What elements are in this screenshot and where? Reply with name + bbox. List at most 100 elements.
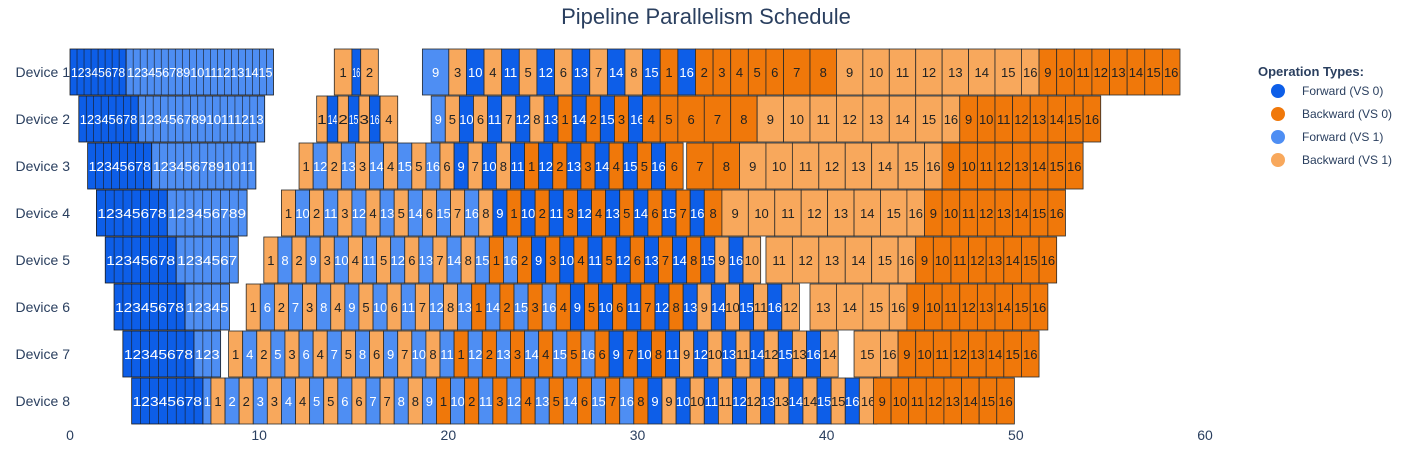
op-B1-13-dev6	[809, 283, 837, 331]
op-label: 1	[528, 159, 535, 174]
op-label: 16	[630, 112, 644, 127]
op-label: 10	[598, 300, 612, 315]
op-label: 11	[324, 206, 338, 221]
op-label: 13	[988, 253, 1002, 268]
op-label: 4	[542, 347, 549, 362]
op-B1-2-dev1	[360, 48, 379, 96]
op-label: 15	[644, 65, 658, 80]
op-label: 11	[944, 300, 958, 315]
legend-label-B1: Backward (VS 1)	[1302, 153, 1392, 167]
op-label: 1	[232, 347, 239, 362]
op-label: 9	[665, 394, 672, 409]
op-label: 9	[432, 65, 439, 80]
op-label: 4	[613, 159, 620, 174]
warmup-label-7-1: 123	[195, 347, 220, 362]
op-label: 6	[598, 347, 605, 362]
op-label: 16	[845, 394, 859, 409]
op-label: 3	[532, 300, 539, 315]
warmup-label-2-1: 12345678910111213	[139, 112, 263, 127]
op-label: 8	[740, 112, 747, 127]
op-label: 9	[310, 253, 317, 268]
op-label: 13	[544, 112, 558, 127]
op-label: 12	[468, 347, 482, 362]
legend-label-F1: Forward (VS 1)	[1302, 130, 1383, 144]
op-label: 11	[719, 394, 733, 409]
warmup-label-4-0: 12345678	[97, 206, 166, 221]
op-label: 11	[911, 394, 925, 409]
op-label: 8	[637, 394, 644, 409]
op-label: 3	[257, 394, 264, 409]
op-label: 13	[567, 159, 581, 174]
op-label: 15	[817, 394, 831, 409]
op-label: 14	[860, 206, 874, 221]
op-B0-6-dev2	[677, 95, 705, 143]
op-label: 13	[457, 300, 471, 315]
op-label: 8	[630, 65, 637, 80]
op-label: 10	[772, 159, 786, 174]
warmup-block-1-1	[125, 48, 274, 96]
op-label: 11	[979, 159, 993, 174]
op-label: 15	[349, 112, 359, 127]
op-label: 12	[953, 347, 967, 362]
warmup-block-4-1	[166, 189, 248, 237]
op-label: 10	[295, 206, 309, 221]
op-label: 13	[760, 394, 774, 409]
device-label-5: Device 5	[16, 252, 71, 268]
op-label: 6	[302, 347, 309, 362]
op-label: 2	[701, 65, 708, 80]
op-label: 12	[616, 253, 630, 268]
op-label: 1	[440, 394, 447, 409]
op-label: 15	[886, 206, 900, 221]
op-label: 11	[550, 206, 564, 221]
y-axis-labels: Device 1 Device 2 Device 3 Device 4 Device 5…	[16, 64, 71, 409]
op-label: 7	[505, 112, 512, 127]
op-label: 11	[896, 65, 910, 80]
op-label: 15	[591, 394, 605, 409]
op-label: 13	[1032, 112, 1046, 127]
op-label: 14	[1005, 253, 1019, 268]
legend: Operation Types: Forward (VS 0) Backward …	[1258, 64, 1392, 167]
op-label: 7	[472, 159, 479, 174]
op-label: 6	[581, 394, 588, 409]
op-label: 16	[1085, 112, 1099, 127]
op-label: 9	[767, 112, 774, 127]
op-label: 9	[387, 347, 394, 362]
op-label: 13	[1111, 65, 1125, 80]
op-B1-11-dev2	[809, 95, 837, 143]
op-label: 4	[246, 347, 253, 362]
op-label: 10	[690, 394, 704, 409]
op-label: 7	[384, 394, 391, 409]
op-label: 13	[1014, 159, 1028, 174]
op-label: 14	[595, 159, 609, 174]
op-label: 13	[341, 159, 355, 174]
op-label: 10	[926, 300, 940, 315]
op-label: 14	[486, 300, 500, 315]
op-B0-16-dev8	[996, 377, 1015, 425]
op-label: 14	[711, 300, 725, 315]
op-label: 16	[861, 394, 875, 409]
op-label: 15	[436, 206, 450, 221]
op-label: 13	[683, 300, 697, 315]
op-label: 13	[851, 159, 865, 174]
legend-marker-F0	[1271, 84, 1285, 98]
op-label: 14	[447, 253, 461, 268]
op-label: 1	[317, 112, 327, 127]
op-label: 14	[975, 65, 989, 80]
op-label: 11	[1076, 65, 1090, 80]
op-label: 7	[436, 253, 443, 268]
op-label: 10	[754, 206, 768, 221]
op-label: 12	[922, 65, 936, 80]
device-label-3: Device 3	[16, 158, 71, 174]
op-B1-14-dev7	[820, 330, 839, 378]
op-B1-15-dev7	[853, 330, 881, 378]
op-label: 4	[387, 159, 394, 174]
legend-marker-B1	[1271, 153, 1285, 167]
op-label: 8	[482, 206, 489, 221]
op-label: 15	[662, 206, 676, 221]
op-label: 14	[1129, 65, 1143, 80]
op-label: 8	[672, 300, 679, 315]
op-B1-15-dev3	[897, 142, 925, 190]
op-label: 14	[789, 394, 803, 409]
x-tick-10: 10	[251, 427, 267, 443]
op-label: 1	[267, 253, 274, 268]
